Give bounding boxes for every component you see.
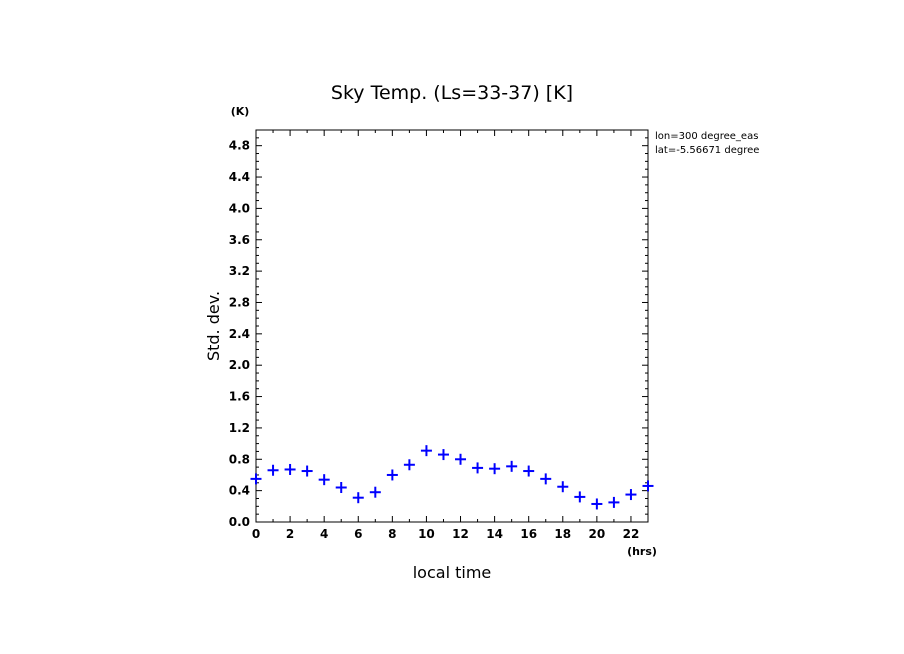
- x-tick-label: 8: [388, 527, 396, 541]
- x-axis-label: local time: [413, 563, 492, 582]
- x-axis-unit: (hrs): [627, 545, 657, 558]
- data-point: [386, 469, 398, 481]
- x-tick-label: 12: [452, 527, 469, 541]
- data-point: [420, 445, 432, 457]
- y-axis-unit: (K): [231, 105, 250, 118]
- data-points: [250, 445, 654, 510]
- data-point: [437, 449, 449, 461]
- y-tick-label: 2.4: [229, 327, 250, 341]
- annotation-lat: lat=-5.56671 degree: [655, 145, 759, 156]
- data-point: [557, 481, 569, 493]
- x-tick-label: 4: [320, 527, 328, 541]
- x-tick-label: 14: [486, 527, 503, 541]
- x-tick-label: 6: [354, 527, 362, 541]
- data-point: [574, 491, 586, 503]
- data-point: [608, 496, 620, 508]
- data-point: [642, 480, 654, 492]
- y-tick-label: 4.0: [229, 201, 250, 215]
- x-tick-label: 10: [418, 527, 435, 541]
- data-point: [403, 459, 415, 471]
- data-point: [284, 463, 296, 475]
- x-tick-label: 20: [589, 527, 606, 541]
- tick-labels: 0 2 4 6 8 10 12 14 16 18 20 22 0.0 0.4 0.8 1.2 1.6 2.0 2.4…: [229, 139, 640, 541]
- y-tick-label: 3.2: [229, 264, 250, 278]
- y-tick-label: 0.4: [229, 484, 250, 498]
- data-point: [369, 486, 381, 498]
- y-tick-label: 1.6: [229, 390, 250, 404]
- y-tick-label: 4.4: [229, 170, 250, 184]
- plot-frame: [255, 129, 649, 523]
- data-point: [472, 462, 484, 474]
- annotation-lon: lon=300 degree_eas: [655, 131, 758, 142]
- data-point: [455, 453, 467, 465]
- data-point: [267, 464, 279, 476]
- data-point: [523, 465, 535, 477]
- y-tick-label: 1.2: [229, 421, 250, 435]
- axis-ticks: [255, 129, 649, 523]
- data-point: [352, 492, 364, 504]
- y-tick-label: 0.0: [229, 515, 250, 529]
- chart-title: Sky Temp. (Ls=33-37) [K]: [331, 82, 573, 104]
- y-tick-label: 2.8: [229, 295, 250, 309]
- data-point: [335, 482, 347, 494]
- x-tick-label: 16: [520, 527, 537, 541]
- y-tick-label: 0.8: [229, 452, 250, 466]
- x-tick-label: 0: [252, 527, 260, 541]
- y-tick-label: 4.8: [229, 139, 250, 153]
- data-point: [318, 474, 330, 486]
- data-point: [250, 473, 262, 485]
- x-tick-label: 2: [286, 527, 294, 541]
- y-tick-label: 2.0: [229, 358, 250, 372]
- data-point: [540, 473, 552, 485]
- data-point: [591, 498, 603, 510]
- y-tick-label: 3.6: [229, 233, 250, 247]
- data-point: [489, 463, 501, 475]
- data-point: [301, 465, 313, 477]
- x-tick-label: 22: [623, 527, 640, 541]
- x-tick-label: 18: [554, 527, 571, 541]
- data-point: [506, 460, 518, 472]
- data-point: [625, 489, 637, 501]
- y-axis-label: Std. dev.: [204, 291, 223, 361]
